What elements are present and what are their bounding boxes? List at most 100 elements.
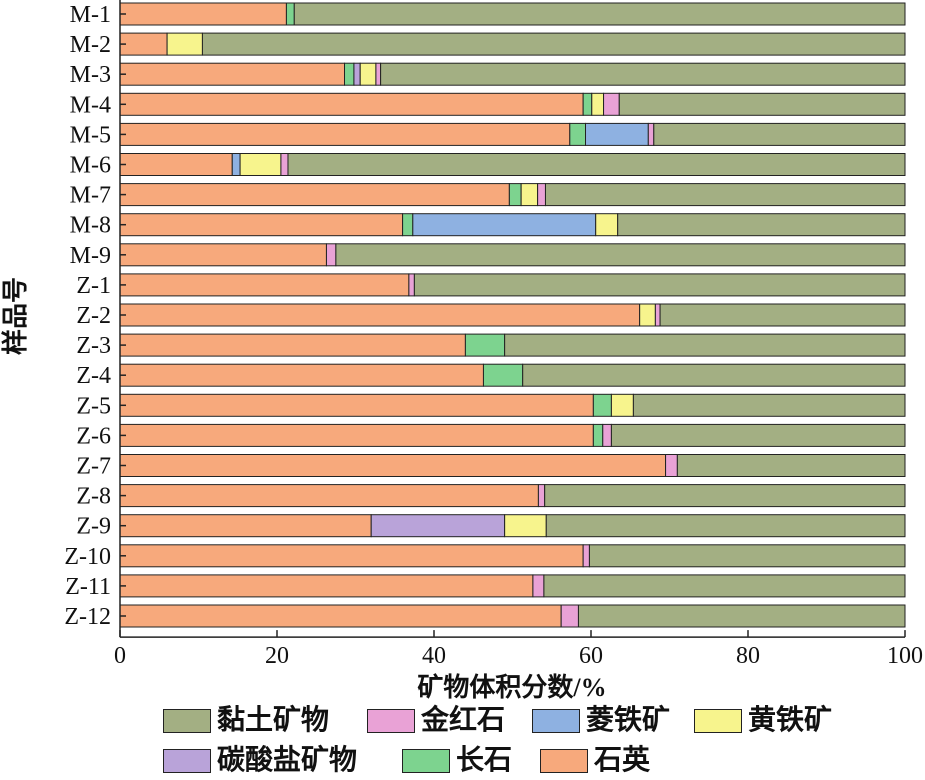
bar-segment — [287, 153, 906, 176]
x-axis: 0 20 40 60 80 100 — [114, 0, 923, 669]
category-labels: M-1 M-2 M-3 M-4 M-5 M-6 M-7 M-8 M-9 Z-1 Z-2 Z-3 Z-4 Z… — [64, 2, 111, 630]
bar-segment — [544, 183, 906, 207]
bar-segment — [325, 243, 337, 267]
bar-segment — [119, 32, 168, 56]
category-label: Z-4 — [76, 363, 111, 389]
category-label: M-3 — [70, 62, 111, 88]
y-axis-title: 样品号 — [0, 277, 30, 355]
legend-swatch — [532, 709, 580, 733]
x-tick-label: 40 — [422, 643, 446, 669]
bar-segment — [239, 153, 282, 176]
category-label: Z-7 — [76, 454, 111, 480]
bar-segment — [119, 183, 510, 207]
bar-segment — [592, 423, 604, 447]
bar-segment — [569, 122, 587, 146]
legend-row: 碳酸盐矿物 长石 石英 — [0, 744, 925, 780]
category-label: Z-8 — [76, 484, 111, 510]
legend-swatch — [540, 749, 588, 773]
bar-segment — [119, 423, 594, 447]
category-label: M-5 — [70, 122, 111, 148]
bar-segment — [588, 544, 906, 568]
bar-segment — [380, 62, 906, 86]
bar-segment — [522, 363, 906, 387]
bar-segment — [119, 92, 584, 116]
legend-label: 黄铁矿 — [748, 705, 833, 736]
bar-segment — [618, 92, 906, 116]
legend-swatch — [163, 749, 211, 773]
x-tick-label: 0 — [114, 643, 126, 669]
legend-swatch — [402, 749, 450, 773]
legend-label: 菱铁矿 — [586, 705, 671, 736]
stacked-bar-chart: M-1 M-2 M-3 M-4 M-5 M-6 M-7 M-8 M-9 Z-1 Z-2 Z-3 Z-4 Z… — [0, 0, 923, 700]
bar-segment — [544, 484, 906, 508]
bar-segment — [201, 32, 906, 56]
legend-swatch — [163, 709, 211, 733]
x-tick-label: 80 — [736, 643, 760, 669]
legend: 黏土矿物 金红石 菱铁矿 黄铁矿 碳酸盐矿物 长石 石英 — [0, 700, 925, 778]
bar-segment — [119, 454, 667, 477]
bar-segment — [119, 153, 233, 176]
bar-segment — [632, 393, 906, 417]
category-label: M-7 — [70, 183, 111, 209]
bar-segment — [353, 62, 361, 86]
category-label: Z-1 — [76, 273, 111, 299]
category-label: Z-2 — [76, 303, 111, 329]
bar-segment — [119, 363, 484, 387]
bar-segment — [119, 303, 641, 327]
bar-segment — [464, 333, 506, 357]
bar-segment — [119, 213, 404, 237]
category-label: M-1 — [70, 2, 111, 28]
category-label: Z-10 — [64, 544, 111, 570]
bar-segment — [375, 62, 382, 86]
category-label: Z-9 — [76, 514, 111, 540]
bar-segment — [119, 333, 466, 357]
bar-segment — [280, 153, 289, 176]
legend-label: 碳酸盐矿物 — [217, 745, 358, 776]
bar-segment — [370, 514, 506, 538]
legend-label: 长石 — [456, 745, 513, 776]
category-label: M-9 — [70, 243, 111, 269]
bar-segment — [482, 363, 524, 387]
bar-segment — [231, 153, 241, 176]
bar-segment — [560, 604, 579, 628]
bar-segment — [610, 423, 906, 447]
legend-label: 金红石 — [421, 705, 506, 736]
bar-segment — [582, 92, 593, 116]
category-label: Z-3 — [76, 333, 111, 359]
category-label: M-2 — [70, 32, 111, 58]
bar-segment — [119, 62, 346, 86]
bar-segment — [617, 213, 906, 237]
bar-segment — [119, 2, 287, 26]
legend-swatch — [367, 709, 415, 733]
bar-segment — [508, 183, 522, 207]
bar-segment — [119, 393, 594, 417]
legend-label: 黏土矿物 — [217, 705, 330, 736]
bar-segment — [545, 514, 906, 538]
bar-segment — [577, 604, 906, 628]
x-tick-label: 60 — [579, 643, 603, 669]
bar-segment — [119, 122, 571, 146]
bar-segment — [412, 213, 597, 237]
category-label: M-4 — [70, 92, 111, 118]
bar-segment — [595, 213, 619, 237]
legend-row: 黏土矿物 金红石 菱铁矿 黄铁矿 — [0, 704, 925, 740]
bar-segment — [585, 122, 649, 146]
bar-segment — [665, 454, 678, 477]
bars-layer — [119, 2, 906, 628]
bar-segment — [119, 514, 372, 538]
bar-segment — [543, 574, 906, 598]
bar-segment — [537, 484, 546, 508]
bar-segment — [119, 574, 534, 598]
bar-segment — [119, 273, 410, 297]
category-label: Z-6 — [76, 423, 111, 449]
x-tick-label: 100 — [887, 643, 923, 669]
bar-segment — [639, 303, 656, 327]
bar-segment — [654, 303, 661, 327]
legend-swatch — [694, 709, 742, 733]
bar-segment — [592, 393, 612, 417]
bar-segment — [603, 92, 620, 116]
bar-segment — [344, 62, 355, 86]
bar-segment — [591, 92, 605, 116]
x-axis-title: 矿物体积分数/% — [417, 672, 606, 700]
bar-segment — [119, 604, 562, 628]
